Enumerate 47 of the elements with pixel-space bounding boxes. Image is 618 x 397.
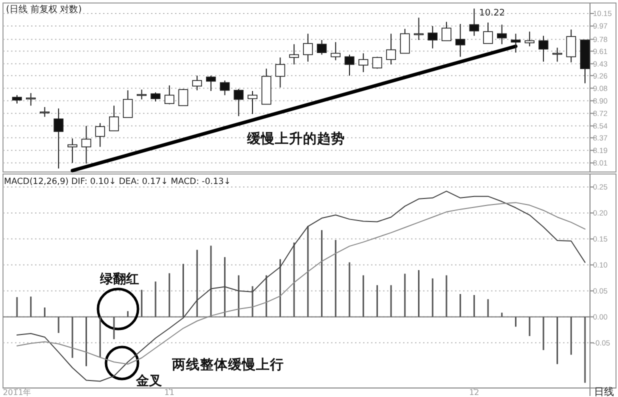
x-tick-label: 2011年 (2, 388, 32, 397)
candlestick (178, 88, 188, 106)
candlestick (303, 33, 313, 62)
candlestick (248, 90, 258, 115)
candlestick (95, 122, 106, 148)
candlestick (344, 54, 354, 76)
candlestick (455, 23, 466, 58)
candlestick (566, 29, 576, 63)
x-tick-label: 11 (164, 388, 174, 397)
candlestick (81, 125, 92, 164)
candlestick (428, 26, 438, 49)
candlestick (442, 21, 452, 42)
candlestick (316, 40, 327, 56)
chart-subtitle: MACD(12,26,9) DIF: 0.10↓ DEA: 0.17↓ MACD: -0.13↓ (4, 177, 231, 187)
candlestick (136, 89, 147, 100)
candlestick (469, 8, 480, 36)
candlestick (524, 31, 534, 47)
annotation: 金叉 (135, 374, 162, 389)
candlestick (206, 75, 216, 92)
candlestick (483, 22, 493, 44)
candlestick (68, 138, 78, 164)
candlestick (358, 52, 368, 73)
candlestick (122, 90, 133, 118)
candlestick (538, 35, 548, 62)
annotation: 缓慢上升的趋势 (246, 130, 345, 147)
candlestick (400, 28, 410, 54)
candlestick (40, 106, 50, 118)
annotation: 绿翻红 (99, 271, 139, 287)
x-tick-label: 12 (469, 388, 480, 397)
candlestick (510, 33, 521, 54)
candlestick (192, 75, 202, 91)
candlestick (26, 92, 36, 106)
text: 日线 (594, 386, 614, 397)
candlestick (220, 80, 230, 96)
candlestick (234, 88, 244, 117)
candlestick (109, 105, 119, 132)
candlestick (289, 44, 299, 65)
candlestick (275, 56, 286, 88)
candlestick (496, 24, 507, 45)
candlestick (386, 33, 396, 65)
chart-title: (日线 前复权 对数) (6, 4, 82, 15)
candlestick (54, 108, 64, 170)
annotation: 两线整体缓慢上行 (171, 357, 284, 373)
annotation: 10.22 (479, 8, 505, 19)
candlestick (150, 92, 160, 102)
candlestick (164, 84, 174, 105)
candlestick (330, 42, 341, 61)
